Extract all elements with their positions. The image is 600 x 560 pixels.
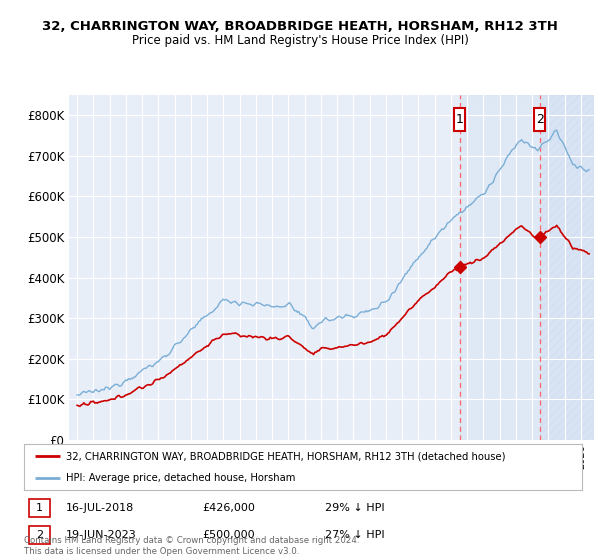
Bar <box>540 95 594 440</box>
Text: £426,000: £426,000 <box>203 503 256 513</box>
Text: Price paid vs. HM Land Registry's House Price Index (HPI): Price paid vs. HM Land Registry's House … <box>131 34 469 46</box>
Text: 32, CHARRINGTON WAY, BROADBRIDGE HEATH, HORSHAM, RH12 3TH: 32, CHARRINGTON WAY, BROADBRIDGE HEATH, … <box>42 20 558 32</box>
Text: £500,000: £500,000 <box>203 530 255 540</box>
Text: 29% ↓ HPI: 29% ↓ HPI <box>325 503 385 513</box>
FancyBboxPatch shape <box>29 526 50 544</box>
Text: 2: 2 <box>536 113 544 126</box>
Text: Contains HM Land Registry data © Crown copyright and database right 2024.
This d: Contains HM Land Registry data © Crown c… <box>24 536 359 556</box>
Bar <box>460 95 594 440</box>
FancyBboxPatch shape <box>534 109 545 130</box>
FancyBboxPatch shape <box>454 109 466 130</box>
FancyBboxPatch shape <box>29 499 50 517</box>
Text: HPI: Average price, detached house, Horsham: HPI: Average price, detached house, Hors… <box>66 473 295 483</box>
Text: 32, CHARRINGTON WAY, BROADBRIDGE HEATH, HORSHAM, RH12 3TH (detached house): 32, CHARRINGTON WAY, BROADBRIDGE HEATH, … <box>66 451 505 461</box>
Text: 27% ↓ HPI: 27% ↓ HPI <box>325 530 385 540</box>
Text: 1: 1 <box>456 113 464 126</box>
Text: 19-JUN-2023: 19-JUN-2023 <box>66 530 137 540</box>
Text: 1: 1 <box>36 503 43 513</box>
Text: 2: 2 <box>36 530 43 540</box>
Text: 16-JUL-2018: 16-JUL-2018 <box>66 503 134 513</box>
